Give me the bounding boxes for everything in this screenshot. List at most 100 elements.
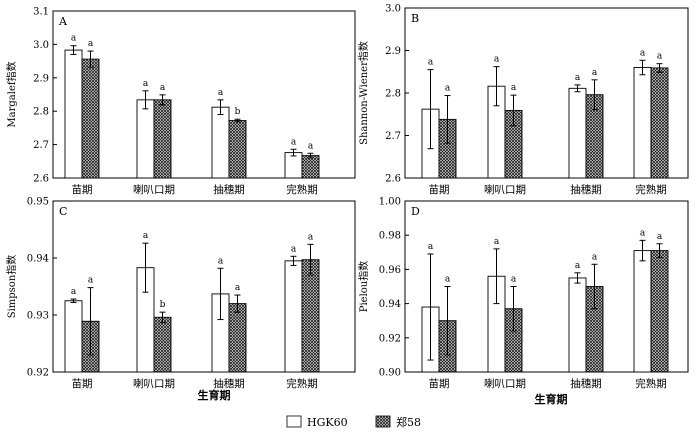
significance-letter: a	[428, 242, 434, 252]
panel-label: B	[411, 12, 419, 25]
significance-letter: a	[592, 68, 598, 78]
y-tick-label: 0.92	[27, 368, 49, 379]
y-tick-label: 2.8	[33, 107, 49, 118]
x-axis-title: 生育期	[535, 392, 568, 406]
y-axis-title: Simpson指数	[5, 255, 18, 319]
x-tick-label: 完熟期	[286, 377, 318, 390]
panel-label: A	[58, 15, 68, 28]
significance-letter: a	[428, 58, 434, 68]
y-tick-label: 0.94	[379, 299, 401, 310]
x-tick-label: 抽穗期	[570, 183, 602, 196]
bar-zheng58	[650, 250, 669, 373]
significance-letter: a	[88, 276, 94, 286]
legend-swatch-zheng58	[375, 415, 391, 428]
significance-letter: a	[71, 287, 77, 297]
y-tick-label: 0.90	[379, 368, 401, 379]
bar-hgk60	[568, 277, 587, 373]
significance-letter: a	[657, 232, 663, 242]
significance-letter: a	[143, 79, 149, 89]
bar-hgk60	[64, 49, 83, 179]
x-tick-label: 完熟期	[635, 377, 667, 390]
x-tick-label: 喇叭口期	[133, 184, 175, 196]
panel-label: D	[411, 205, 420, 218]
bar-zheng58	[228, 120, 247, 179]
y-tick-label: 2.7	[33, 140, 49, 151]
x-tick-label: 完熟期	[635, 183, 667, 196]
legend-swatch-hgk60	[286, 415, 302, 428]
significance-letter: a	[88, 39, 94, 49]
x-tick-label: 喇叭口期	[484, 378, 526, 390]
significance-letter: a	[308, 232, 314, 242]
bar-hgk60	[633, 250, 652, 373]
x-tick-label: 抽穗期	[213, 377, 245, 390]
x-tick-label: 苗期	[72, 378, 93, 390]
bar-hgk60	[633, 67, 652, 179]
significance-letter: a	[445, 275, 451, 285]
bar-hgk60	[568, 87, 587, 179]
plot-frame	[52, 200, 356, 373]
significance-letter: a	[218, 256, 224, 266]
bar-zheng58	[81, 58, 100, 179]
y-tick-label: 0.96	[379, 265, 401, 276]
significance-letter: a	[71, 34, 77, 44]
x-tick-label: 苗期	[429, 184, 450, 196]
plot-frame	[404, 200, 689, 373]
significance-letter: a	[657, 52, 663, 62]
significance-letter: a	[218, 88, 224, 98]
y-tick-label: 2.6	[33, 174, 49, 185]
y-tick-label: 3.1	[33, 7, 49, 18]
significance-letter: a	[445, 84, 451, 94]
x-tick-label: 喇叭口期	[484, 184, 526, 196]
y-tick-label: 0.94	[27, 254, 49, 265]
y-tick-label: 0.92	[379, 333, 401, 344]
significance-letter: a	[640, 228, 646, 238]
significance-letter: a	[511, 83, 517, 93]
y-tick-label: 0.95	[27, 197, 49, 208]
x-tick-label: 抽穗期	[570, 377, 602, 390]
bar-zheng58	[301, 155, 320, 179]
x-tick-label: 喇叭口期	[133, 378, 175, 390]
bar-zheng58	[153, 316, 172, 373]
significance-letter: b	[160, 300, 166, 310]
y-tick-label: 1.00	[379, 197, 401, 208]
significance-letter: a	[494, 237, 500, 247]
significance-letter: a	[592, 252, 598, 262]
bar-hgk60	[64, 300, 83, 373]
y-axis-title: Margalef指数	[5, 61, 18, 127]
x-tick-label: 苗期	[72, 184, 93, 196]
significance-letter: a	[291, 244, 297, 254]
bar-zheng58	[650, 67, 669, 179]
significance-letter: a	[640, 48, 646, 58]
y-tick-label: 0.98	[379, 231, 401, 242]
bar-hgk60	[211, 106, 230, 179]
significance-letter: a	[291, 137, 297, 147]
x-tick-label: 完熟期	[286, 183, 318, 196]
plot-frame	[52, 10, 356, 179]
y-tick-label: 2.6	[385, 174, 401, 185]
significance-letter: a	[575, 261, 581, 271]
bar-zheng58	[228, 303, 247, 373]
significance-letter: a	[511, 275, 517, 285]
legend: HGK60 郑58	[286, 415, 421, 429]
bar-zheng58	[153, 99, 172, 179]
y-tick-label: 2.9	[385, 46, 401, 57]
y-axis-title: Pielou指数	[357, 261, 370, 313]
y-tick-label: 0.93	[27, 311, 49, 322]
y-axis-title: Shannon-Wiener指数	[357, 41, 370, 145]
significance-letter: b	[235, 107, 241, 117]
legend-label-zheng58: 郑58	[396, 415, 421, 429]
y-tick-label: 3.0	[385, 4, 401, 15]
x-tick-label: 苗期	[429, 378, 450, 390]
x-tick-label: 抽穗期	[213, 183, 245, 196]
x-axis-title: 生育期	[198, 388, 231, 402]
y-tick-label: 2.8	[385, 89, 401, 100]
bar-hgk60	[136, 99, 155, 179]
significance-letter: a	[235, 283, 241, 293]
significance-letter: a	[143, 231, 149, 241]
significance-letter: a	[494, 55, 500, 65]
y-tick-label: 3.0	[33, 40, 49, 51]
